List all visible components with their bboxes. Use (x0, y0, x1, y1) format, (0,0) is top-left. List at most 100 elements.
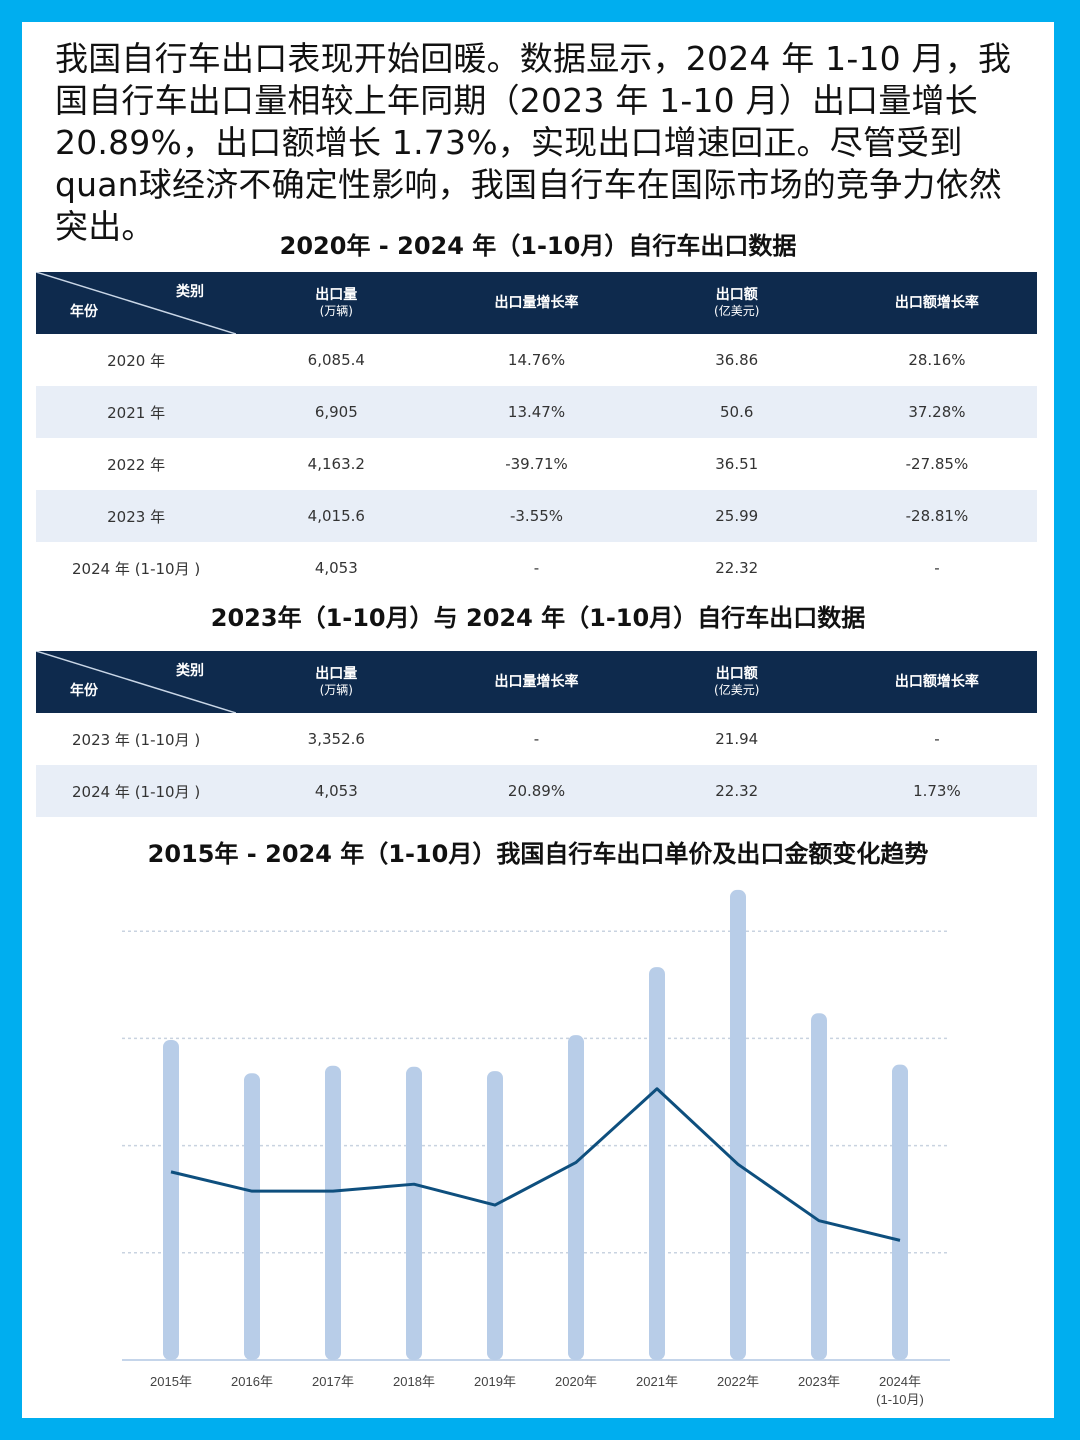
x-tick-label: 2016年 (231, 1374, 273, 1389)
value-cell: -27.85% (905, 455, 969, 473)
header-unit: (万辆) (319, 683, 353, 697)
value-cell: -3.55% (509, 507, 564, 525)
export-table-2023-2024: 类别 年份 出口量 (万辆) 出口量增长率 出口额 (亿美元) 出口额增长率 2023 年 (1… (36, 651, 1037, 817)
x-tick-label: (1-10月) (876, 1392, 924, 1407)
value-cell: 20.89% (507, 782, 566, 800)
header-cell: 出口量 (万辆) (236, 272, 436, 334)
header-label: 出口额 (715, 666, 758, 682)
header-label: 出口额增长率 (894, 295, 979, 311)
header-cell: 出口额增长率 (837, 272, 1037, 334)
header-label: 出口额增长率 (894, 674, 979, 690)
year-cell: 2023 年 (107, 507, 166, 526)
x-tick-label: 2017年 (312, 1374, 354, 1389)
price-bar (406, 1066, 422, 1360)
table-row: 2024 年 (1-10月 ) 4,053 - 22.32 - (36, 542, 1037, 594)
table-header: 类别 年份 出口量 (万辆) 出口量增长率 出口额 (亿美元) 出口额增长率 (36, 272, 1037, 334)
value-cell: - (934, 559, 940, 577)
diagonal-divider (36, 651, 236, 713)
x-tick-label: 2020年 (555, 1374, 597, 1389)
intro-paragraph: 我国自行车出口表现开始回暖。数据显示，2024 年 1-10 月，我国自行车出口… (55, 39, 1012, 246)
value-cell: - (934, 730, 940, 748)
year-cell: 2022 年 (107, 455, 166, 474)
value-cell: 4,163.2 (307, 455, 365, 473)
value-cell: 1.73% (913, 782, 961, 800)
header-label: 出口量 (315, 287, 358, 303)
diagonal-divider (36, 272, 236, 334)
header-corner-cell: 类别年份 (36, 651, 236, 713)
header-cell: 出口量增长率 (436, 651, 636, 713)
year-cell: 2023 年 (1-10月 ) (71, 730, 201, 749)
value-cell: 50.6 (720, 403, 754, 421)
price-bar (892, 1064, 908, 1360)
value-cell: 36.51 (715, 455, 759, 473)
x-tick-label: 2023年 (798, 1374, 840, 1389)
header-year-label: 年份 (70, 683, 98, 699)
price-bar (568, 1035, 584, 1360)
table-row: 2022 年 4,163.2 -39.71% 36.51 -27.85% (36, 438, 1037, 490)
price-bar (730, 889, 746, 1360)
value-cell: 37.28% (908, 403, 966, 421)
table2-title: 2023年（1-10月）与 2024 年（1-10月）自行车出口数据 (210, 604, 866, 632)
value-cell: 4,053 (314, 782, 358, 800)
header-unit: (万辆) (319, 304, 353, 318)
value-cell: - (533, 730, 540, 748)
year-cell: 2020 年 (107, 351, 166, 370)
value-cell: 3,352.6 (307, 730, 365, 748)
value-cell: 6,085.4 (307, 351, 365, 369)
price-bar (649, 967, 665, 1360)
table-row: 2023 年 4,015.6 -3.55% 25.99 -28.81% (36, 490, 1037, 542)
header-cell: 出口量增长率 (436, 272, 636, 334)
x-tick-label: 2024年 (879, 1374, 921, 1389)
header-label: 出口量增长率 (494, 295, 579, 311)
header-cell: 出口额 (亿美元) (637, 272, 837, 334)
year-cell: 2024 年 (1-10月 ) (71, 559, 201, 578)
value-cell: 22.32 (715, 782, 759, 800)
value-cell: -39.71% (505, 455, 568, 473)
header-cell: 出口额 (亿美元) (637, 651, 837, 713)
header-label: 出口量 (315, 666, 358, 682)
price-bar (811, 1013, 827, 1360)
header-cell: 出口额增长率 (837, 651, 1037, 713)
value-cell: 21.94 (715, 730, 759, 748)
table-row: 2024 年 (1-10月 ) 4,053 20.89% 22.32 1.73% (36, 765, 1037, 817)
value-cell: 6,905 (314, 403, 358, 421)
x-tick-label: 2015年 (150, 1374, 192, 1389)
year-cell: 2021 年 (107, 403, 166, 422)
value-cell: 22.32 (715, 559, 759, 577)
price-amount-trend-chart: 2015年 2016年 2017年 2018年 2019年 2020年 2021年 2022年… (122, 889, 950, 1407)
header-corner-cell: 类别年份 (36, 272, 236, 334)
value-cell: 28.16% (908, 351, 966, 369)
header-category-label: 类别 (176, 284, 204, 300)
x-tick-label: 2018年 (393, 1374, 435, 1389)
header-unit: (亿美元) (714, 304, 760, 318)
price-bar (487, 1071, 503, 1360)
value-cell: - (533, 559, 540, 577)
header-unit: (亿美元) (714, 683, 760, 697)
table-row: 2021 年 6,905 13.47% 50.6 37.28% (36, 386, 1037, 438)
table1-title: 2020年 - 2024 年（1-10月）自行车出口数据 (279, 232, 797, 260)
year-cell: 2024 年 (1-10月 ) (71, 782, 201, 801)
export-table-2020-2024: 类别 年份 出口量 (万辆) 出口量增长率 出口额 (亿美元) 出口额增长率 2020 年 6,0… (36, 272, 1037, 594)
price-bar (244, 1073, 260, 1360)
value-cell: 14.76% (507, 351, 566, 369)
value-cell: 13.47% (507, 403, 566, 421)
table-header: 类别 年份 出口量 (万辆) 出口量增长率 出口额 (亿美元) 出口额增长率 (36, 651, 1037, 713)
x-tick-label: 2021年 (636, 1374, 678, 1389)
content-card: 我国自行车出口表现开始回暖。数据显示，2024 年 1-10 月，我国自行车出口… (22, 22, 1054, 1418)
header-year-label: 年份 (70, 304, 98, 320)
value-cell: 4,053 (314, 559, 358, 577)
amount-line (170, 1087, 901, 1242)
value-cell: 25.99 (715, 507, 759, 525)
value-cell: 4,015.6 (307, 507, 365, 525)
x-tick-label: 2019年 (474, 1374, 516, 1389)
table-row: 2020 年 6,085.4 14.76% 36.86 28.16% (36, 334, 1037, 386)
header-label: 出口额 (715, 287, 758, 303)
chart-title: 2015年 - 2024 年（1-10月）我国自行车出口单价及出口金额变化趋势 (147, 840, 929, 868)
value-cell: 36.86 (715, 351, 759, 369)
header-category-label: 类别 (176, 663, 204, 679)
price-bar (163, 1040, 179, 1360)
header-cell: 出口量 (万辆) (236, 651, 436, 713)
value-cell: -28.81% (905, 507, 969, 525)
header-label: 出口量增长率 (494, 674, 579, 690)
x-tick-label: 2022年 (717, 1374, 759, 1389)
